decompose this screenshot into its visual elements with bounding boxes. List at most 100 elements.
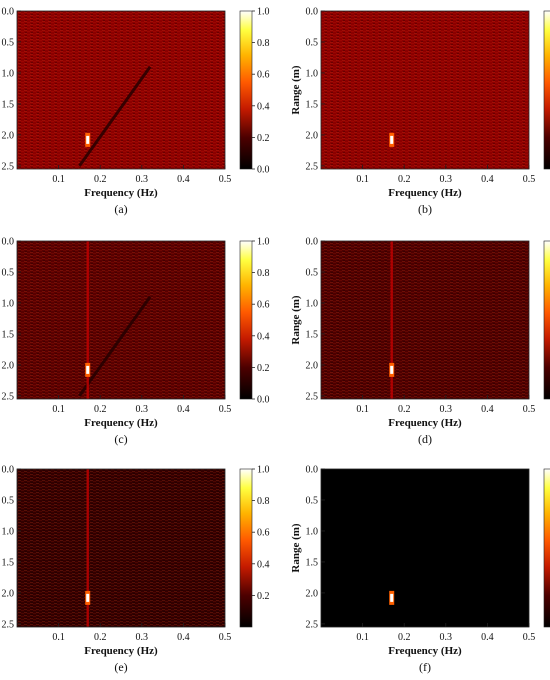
y-tick-label: 2.0 [306, 130, 319, 141]
plot-frame [16, 468, 226, 628]
x-tick-label: 0.5 [523, 632, 536, 643]
x-tick-label: 0.4 [481, 632, 494, 643]
peak-marker [390, 593, 394, 602]
x-axis-label: Frequency (Hz) [388, 645, 462, 657]
plot-frame [16, 240, 226, 400]
heatmap-noise-texture [17, 241, 225, 399]
x-tick-label: 0.1 [52, 632, 65, 643]
y-tick-label: 0.5 [2, 37, 15, 48]
colorbar [543, 240, 550, 400]
colorbar-tick-label: 0.6 [257, 70, 270, 81]
peak-frequency-line [390, 241, 393, 399]
colorbar-tick-label: 0.0 [257, 165, 270, 176]
panel-label: (c) [114, 432, 127, 446]
x-tick-label: 0.5 [219, 632, 232, 643]
colorbar-tick-label: 1.0 [257, 7, 270, 18]
x-tick-label: 0.1 [356, 404, 369, 415]
x-tick-label: 0.4 [177, 632, 190, 643]
x-tick-label: 0.3 [136, 174, 149, 185]
x-tick-label: 0.5 [523, 174, 536, 185]
y-tick-label: 1.0 [306, 526, 319, 537]
x-axis-label: Frequency (Hz) [388, 417, 462, 429]
y-tick-label: 1.0 [306, 68, 319, 79]
colorbar-tick-label: 1.0 [257, 465, 270, 476]
diagonal-artifact-line [78, 65, 152, 167]
x-tick-label: 0.2 [398, 174, 411, 185]
y-tick-label: 0.0 [2, 237, 15, 248]
y-tick-label: 1.5 [306, 99, 319, 110]
x-tick-label: 0.3 [440, 632, 453, 643]
y-tick-label: 0.0 [2, 7, 15, 18]
peak-marker [390, 365, 394, 374]
y-tick-label: 0.0 [306, 237, 319, 248]
panel-c: 0.1 0.2 0.3 0.4 0.5 0.0 0.5 1.0 1.5 2.0 2.5 Frequen… [2, 237, 270, 447]
y-tick-label: 0.5 [306, 495, 319, 506]
colorbar-tick-label: 0.4 [257, 331, 270, 342]
colorbar-tick-label: 0.8 [257, 38, 270, 49]
x-tick-label: 0.2 [94, 404, 107, 415]
x-tick-label: 0.4 [481, 174, 494, 185]
y-tick-label: 0.5 [2, 267, 15, 278]
x-axis-label: Frequency (Hz) [84, 417, 158, 429]
y-tick-label: 1.0 [306, 298, 319, 309]
plot-frame [320, 10, 530, 170]
colorbar [239, 468, 253, 628]
y-axis-label: Range (m) [290, 295, 302, 345]
y-tick-label: 1.5 [306, 557, 319, 568]
colorbar-tick-label: 0.2 [257, 363, 270, 374]
colorbar-tick-label: 0.4 [257, 559, 270, 570]
y-tick-label: 2.5 [306, 161, 319, 172]
y-tick-label: 2.5 [2, 619, 15, 630]
colorbar-tick-label: 1.0 [257, 237, 270, 248]
x-tick-label: 0.3 [136, 404, 149, 415]
peak-marker [390, 135, 394, 144]
plot-frame [16, 10, 226, 170]
plot-frame [320, 468, 530, 628]
y-tick-label: 2.5 [2, 391, 15, 402]
x-tick-label: 0.1 [356, 632, 369, 643]
y-tick-label: 2.0 [2, 130, 15, 141]
heatmap-noise-texture [321, 241, 529, 399]
panel-f: 0.1 0.2 0.3 0.4 0.5 0.0 0.5 1.0 1.5 2.0 2.5 Frequen… [290, 465, 550, 674]
y-tick-label: 2.0 [306, 588, 319, 599]
heatmap-noise-texture [17, 11, 225, 169]
peak-frequency-line [86, 241, 89, 399]
colorbar-tick-label: 0.2 [257, 133, 270, 144]
heatmap-background [321, 469, 529, 627]
y-axis-label: Range (m) [290, 523, 302, 573]
panel-e: 0.1 0.2 0.3 0.4 0.5 0.0 0.5 1.0 1.5 2.0 2.5 Frequen… [2, 465, 270, 675]
y-tick-label: 2.0 [2, 588, 15, 599]
y-tick-label: 0.5 [306, 267, 319, 278]
x-tick-label: 0.2 [398, 404, 411, 415]
y-tick-label: 0.5 [2, 495, 15, 506]
y-tick-label: 2.0 [2, 360, 15, 371]
panel-a: 0.1 0.2 0.3 0.4 0.5 0.0 0.5 1.0 1.5 2.0 2.5 Frequen… [2, 7, 270, 217]
x-tick-label: 0.4 [481, 404, 494, 415]
peak-frequency-line [86, 469, 89, 627]
peak-marker [86, 365, 90, 374]
y-tick-label: 0.0 [2, 465, 15, 476]
y-tick-label: 1.5 [2, 329, 15, 340]
colorbar-tick-label: 0.0 [257, 395, 270, 406]
x-tick-label: 0.4 [177, 174, 190, 185]
y-tick-label: 2.5 [306, 391, 319, 402]
colorbar [239, 10, 253, 170]
x-tick-label: 0.1 [52, 404, 65, 415]
x-tick-label: 0.1 [52, 174, 65, 185]
y-tick-label: 1.5 [2, 557, 15, 568]
x-axis-label: Frequency (Hz) [388, 187, 462, 199]
y-tick-label: 0.0 [306, 465, 319, 476]
x-tick-label: 0.3 [440, 174, 453, 185]
panel-label: (e) [114, 660, 127, 674]
y-axis-label: Range (m) [290, 65, 302, 115]
y-tick-label: 1.5 [2, 99, 15, 110]
x-tick-label: 0.2 [398, 632, 411, 643]
colorbar-tick-label: 0.2 [257, 591, 270, 602]
panel-b: 0.1 0.2 0.3 0.4 0.5 0.0 0.5 1.0 1.5 2.0 2.5 Frequen… [290, 7, 550, 216]
peak-marker [86, 135, 90, 144]
y-tick-label: 0.0 [306, 7, 319, 18]
x-tick-label: 0.5 [219, 174, 232, 185]
panel-label: (d) [418, 432, 432, 446]
y-tick-label: 0.5 [306, 37, 319, 48]
